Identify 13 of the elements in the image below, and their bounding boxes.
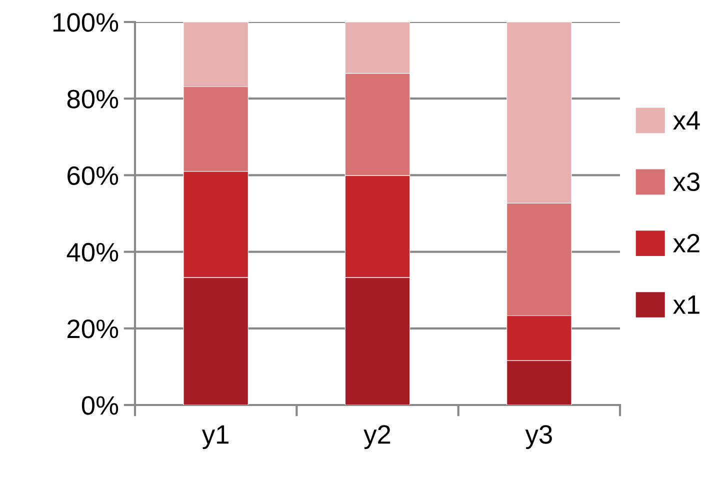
x-tick-label: y1 [202, 425, 228, 450]
legend-label: x4 [673, 111, 700, 130]
x-tick-label: y3 [525, 425, 552, 450]
y-tick-label: 40% [66, 242, 118, 262]
y-tick-label: 80% [67, 90, 118, 108]
legend-label: x3 [673, 172, 700, 192]
legend-label: x1 [673, 296, 700, 314]
x-tick-label: y2 [364, 425, 390, 450]
legend-label: x2 [673, 234, 700, 252]
y-tick-label: 20% [68, 320, 118, 338]
y-tick-label: 0% [82, 396, 118, 415]
y-tick-label: 100% [54, 13, 118, 32]
y-tick-label: 60% [68, 166, 118, 186]
